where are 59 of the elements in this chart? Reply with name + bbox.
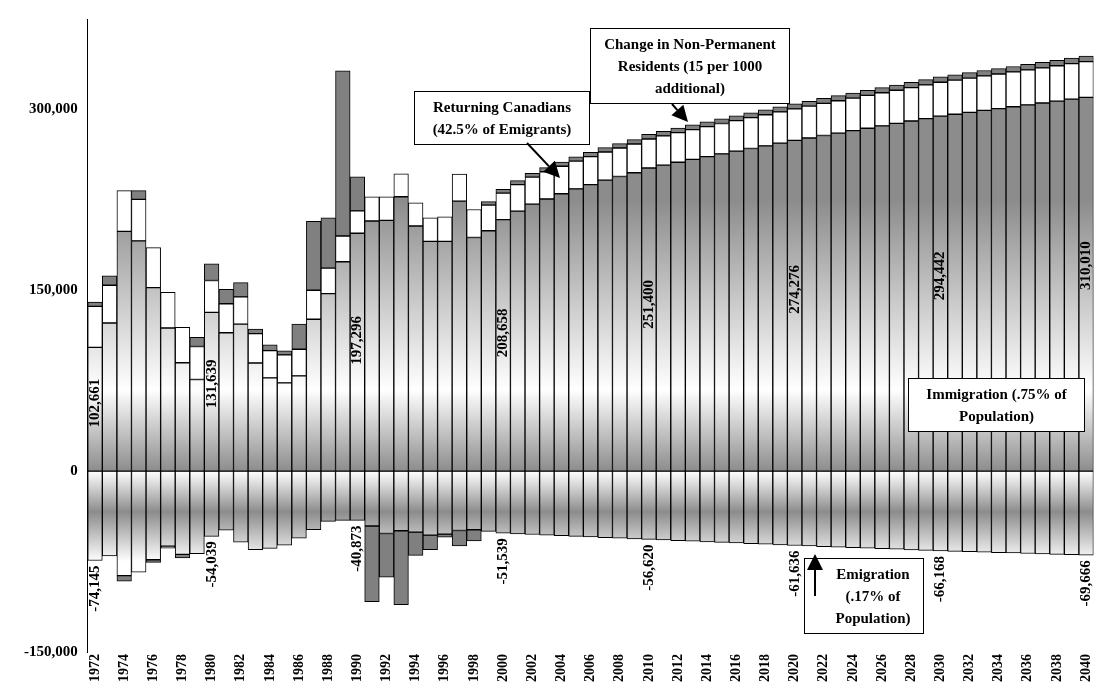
x-tick-label: 2006: [582, 654, 598, 682]
x-tick-label: 2016: [727, 654, 743, 682]
x-tick-label: 1980: [203, 654, 219, 682]
x-tick-label: 1984: [261, 654, 277, 682]
data-label: -54,039: [202, 541, 219, 588]
x-tick-label: 1994: [407, 654, 423, 682]
x-tick-label: 2028: [902, 654, 918, 682]
x-tick-label: 2000: [494, 654, 510, 682]
x-tick-label: 2022: [815, 654, 831, 682]
data-label: 251,400: [639, 280, 656, 329]
x-tick-label: 2026: [873, 654, 889, 682]
x-tick-label: 1990: [349, 654, 365, 682]
x-tick-label: 1972: [86, 654, 102, 682]
x-tick-label: 2010: [640, 654, 656, 682]
x-tick-label: 2012: [669, 654, 685, 682]
data-label: 310,010: [1077, 241, 1094, 290]
data-label: -74,145: [85, 565, 102, 612]
x-tick-label: 2004: [553, 654, 569, 682]
data-label: 274,276: [785, 264, 802, 314]
x-tick-label: 2018: [757, 654, 773, 682]
x-tick-label: 1988: [319, 654, 335, 682]
x-tick-label: 2008: [611, 654, 627, 682]
x-tick-label: 1996: [436, 654, 452, 682]
data-label: 294,442: [931, 251, 948, 301]
data-label: -56,620: [639, 544, 656, 591]
y-tick-label: 0: [70, 462, 78, 479]
x-tick-label: 2038: [1048, 654, 1064, 682]
series-label: Returning Canadians (42.5% of Emigrants): [414, 91, 590, 145]
y-tick-label: 300,000: [29, 100, 78, 117]
x-tick-label: 2020: [786, 654, 802, 682]
x-tick-label: 1998: [465, 654, 481, 682]
y-tick-label: -150,000: [24, 642, 78, 659]
x-tick-label: 2014: [698, 654, 714, 682]
data-label: 197,296: [348, 315, 365, 365]
x-tick-label: 2002: [523, 654, 539, 682]
data-label: 208,658: [494, 308, 511, 358]
data-label: -51,539: [494, 538, 511, 585]
data-label: -69,666: [1077, 559, 1094, 607]
x-tick-label: 1976: [144, 654, 160, 682]
series-label: Change in Non-Permanent Residents (15 per 1000 additional): [590, 28, 790, 104]
x-tick-label: 1986: [290, 654, 306, 682]
x-tick-label: 2030: [932, 654, 948, 682]
x-tick-label: 1982: [232, 654, 248, 682]
series-label: Immigration (.75% of Population): [908, 378, 1085, 432]
data-label: -66,168: [931, 555, 948, 603]
data-label: 102,661: [85, 378, 102, 428]
data-label: -61,636: [785, 549, 802, 597]
x-tick-label: 2024: [844, 654, 860, 682]
data-label: 131,639: [202, 359, 219, 409]
x-tick-label: 2032: [961, 654, 977, 682]
x-tick-label: 1974: [115, 654, 131, 682]
x-tick-label: 2036: [1019, 654, 1035, 682]
x-tick-label: 2034: [990, 654, 1006, 682]
legend-label: Emigration (.17% of Population): [804, 558, 924, 634]
y-tick-label: 150,000: [29, 281, 78, 298]
x-tick-label: 1992: [378, 654, 394, 682]
data-label: -40,873: [348, 525, 365, 572]
x-tick-label: 1978: [174, 654, 190, 682]
x-tick-label: 2040: [1077, 654, 1093, 682]
